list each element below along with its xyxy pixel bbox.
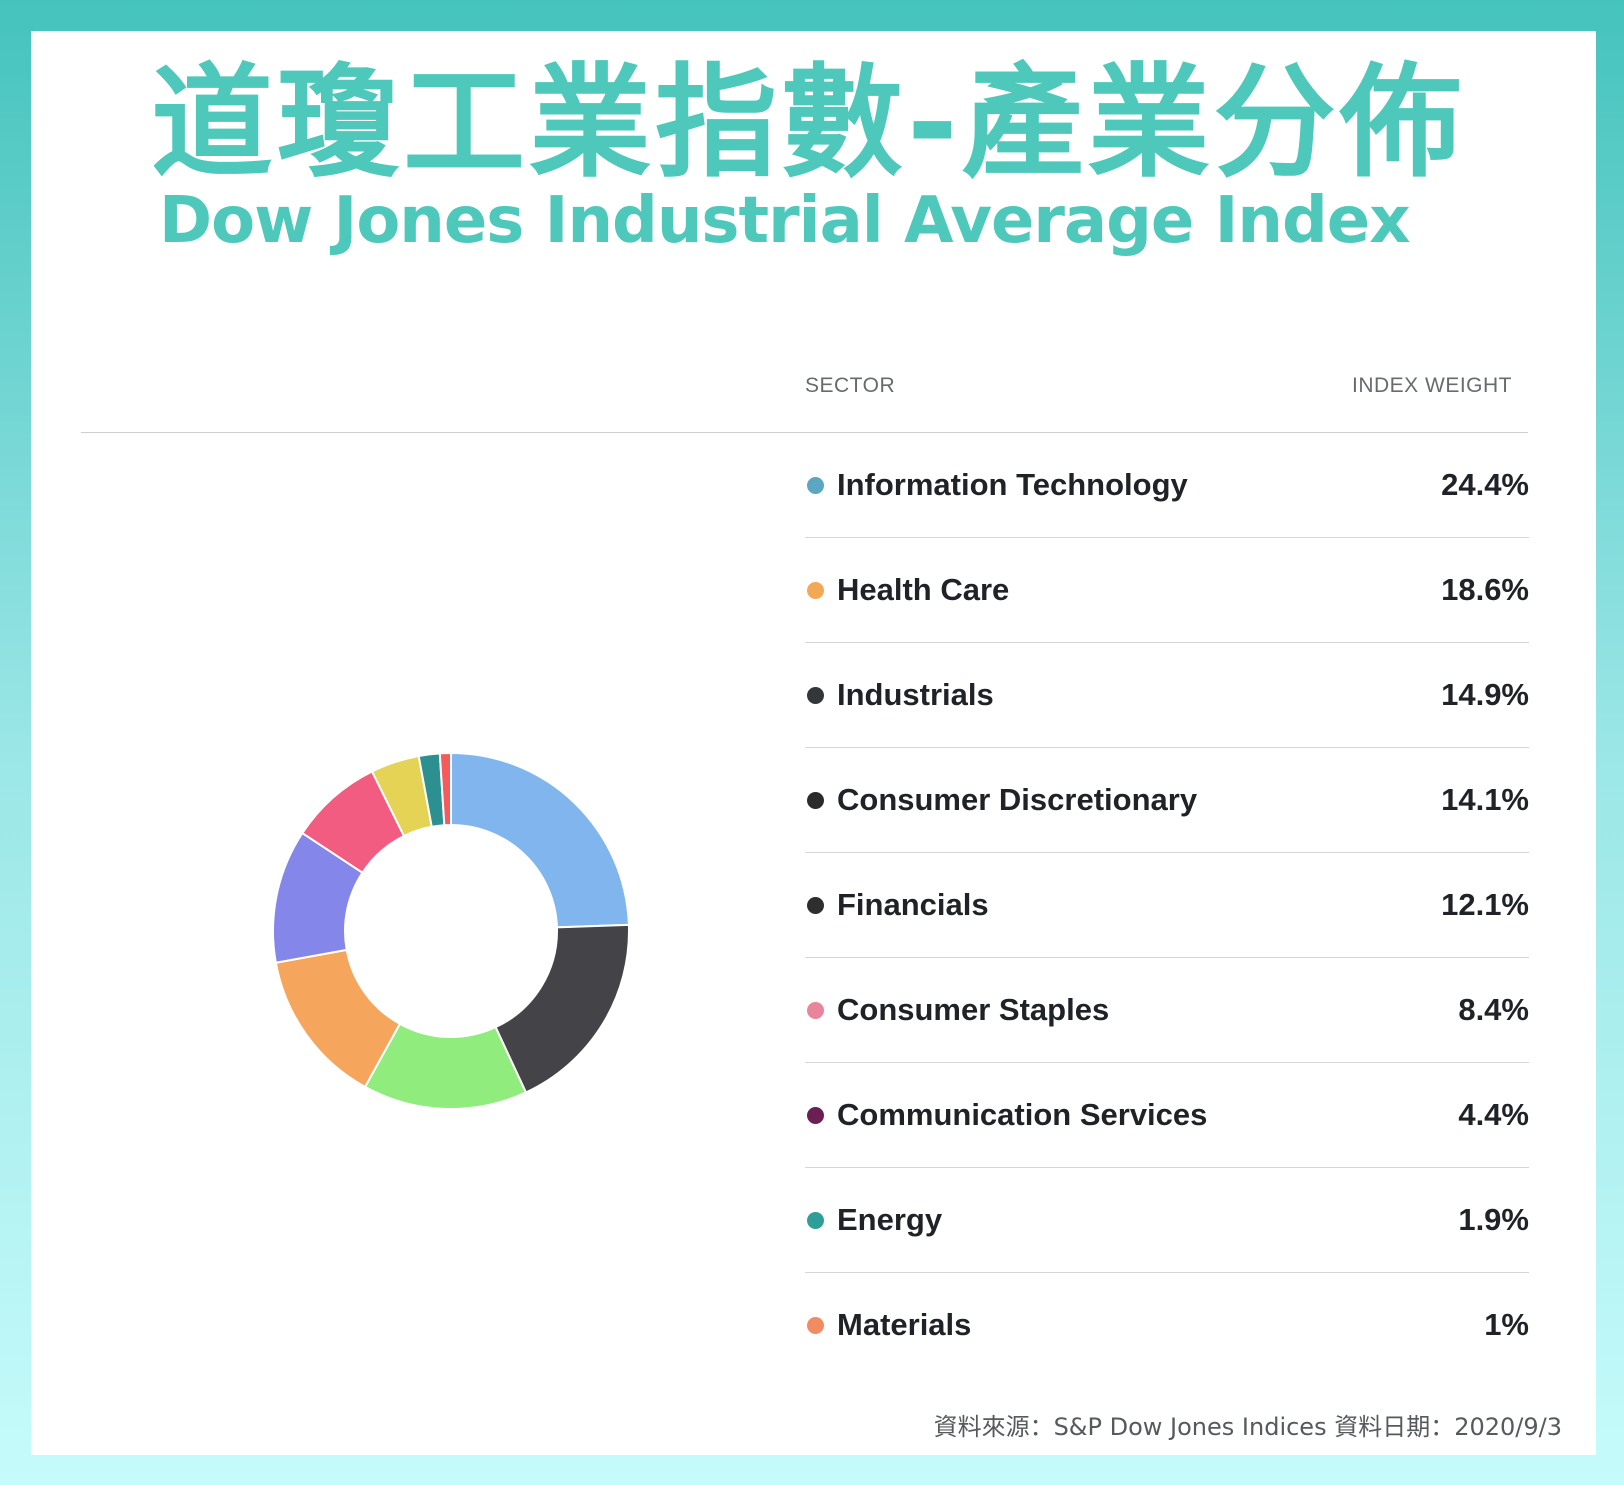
legend-dot-icon [807, 1212, 824, 1229]
sector-weight: 24.4% [1441, 467, 1529, 502]
sector-weight: 18.6% [1441, 572, 1529, 607]
donut-chart [272, 751, 630, 1110]
table-row: Energy 1.9% [805, 1168, 1529, 1273]
sector-weight: 8.4% [1458, 992, 1529, 1027]
sector-name: Health Care [837, 572, 1010, 607]
table-row: Information Technology 24.4% [805, 433, 1529, 538]
table-row: Materials 1% [805, 1273, 1529, 1378]
sector-name: Communication Services [837, 1097, 1208, 1132]
legend-dot-icon [807, 792, 824, 809]
sector-name: Industrials [837, 677, 994, 712]
page-title-english: Dow Jones Industrial Average Index [159, 184, 1410, 258]
sector-name: Consumer Discretionary [837, 782, 1198, 817]
sector-column-header: SECTOR [805, 374, 896, 397]
weight-column-header: INDEX WEIGHT [1351, 374, 1512, 397]
table-row: Health Care 18.6% [805, 538, 1529, 643]
sector-weight: 12.1% [1441, 887, 1529, 922]
legend-dot-icon [807, 477, 824, 494]
sector-weight: 1% [1484, 1307, 1529, 1342]
donut-slice [450, 751, 630, 929]
table-row: Industrials 14.9% [805, 643, 1529, 748]
sector-name: Consumer Staples [837, 992, 1110, 1027]
legend-dot-icon [807, 582, 824, 599]
page-title-chinese: 道瓊工業指數-產業分佈 [151, 52, 1466, 194]
table-row: Consumer Staples 8.4% [805, 958, 1529, 1063]
legend-dot-icon [807, 687, 824, 704]
table-row: Consumer Discretionary 14.1% [805, 748, 1529, 853]
sector-table: Information Technology 24.4% Health Care… [805, 433, 1529, 1378]
sector-weight: 4.4% [1458, 1097, 1529, 1132]
donut-slice [438, 751, 452, 827]
sector-name: Information Technology [837, 467, 1188, 502]
table-row: Financials 12.1% [805, 853, 1529, 958]
legend-dot-icon [807, 1002, 824, 1019]
sector-weight: 14.9% [1441, 677, 1529, 712]
card: 道瓊工業指數-產業分佈 Dow Jones Industrial Average… [31, 31, 1596, 1455]
legend-dot-icon [807, 1317, 824, 1334]
sector-weight: 1.9% [1458, 1202, 1529, 1237]
sector-name: Materials [837, 1307, 972, 1342]
legend-dot-icon [807, 1107, 824, 1124]
header-divider [81, 432, 1528, 433]
table-row: Communication Services 4.4% [805, 1063, 1529, 1168]
source-note: 資料來源：S&P Dow Jones Indices 資料日期：2020/9/3 [933, 1413, 1562, 1441]
sector-name: Financials [837, 887, 989, 922]
legend-dot-icon [807, 897, 824, 914]
sector-weight: 14.1% [1441, 782, 1529, 817]
donut-slice [494, 923, 630, 1094]
sector-name: Energy [837, 1202, 943, 1237]
